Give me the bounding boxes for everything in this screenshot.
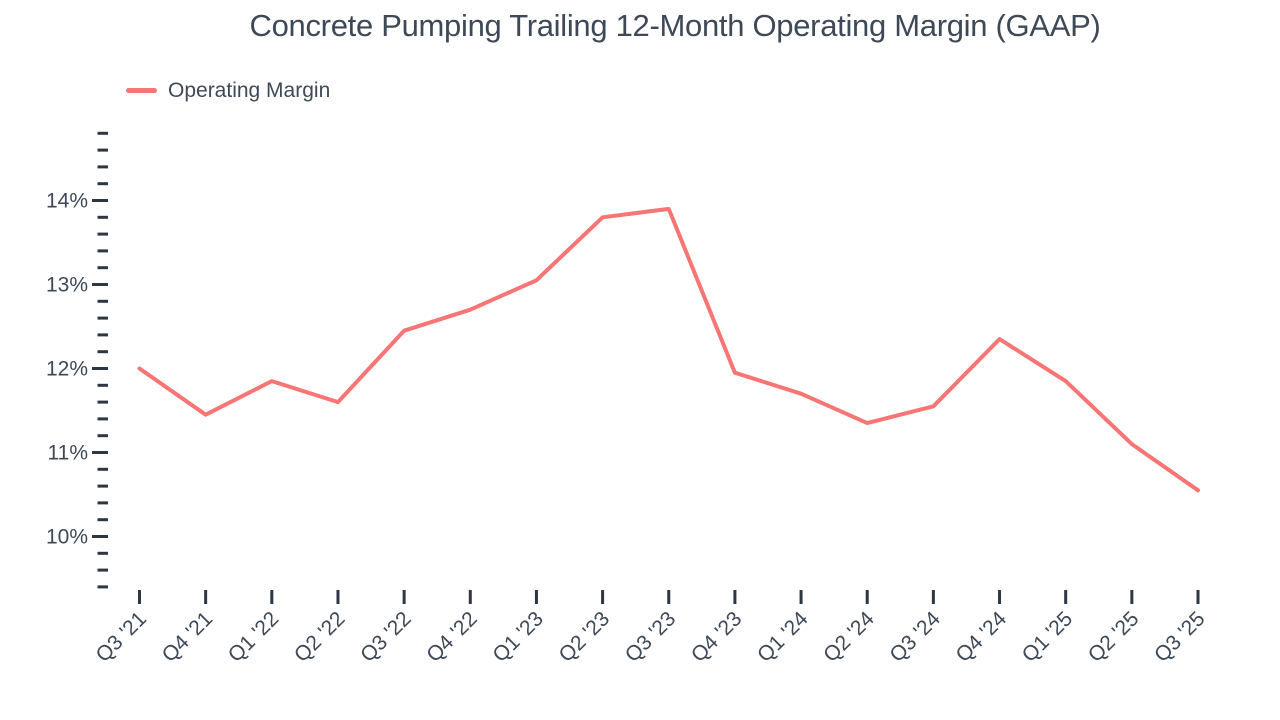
x-axis-tick-label: Q4 '23 <box>687 607 747 667</box>
x-axis-tick-label: Q1 '22 <box>224 607 284 667</box>
y-axis-tick-label: 11% <box>48 442 88 465</box>
chart-title: Concrete Pumping Trailing 12-Month Opera… <box>249 8 1101 43</box>
y-axis-tick-label: 12% <box>46 358 88 381</box>
x-axis-tick-label: Q3 '21 <box>91 607 151 667</box>
x-axis-tick-label: Q2 '25 <box>1084 607 1144 667</box>
x-axis-tick-label: Q2 '22 <box>290 607 350 667</box>
x-axis-tick-label: Q1 '23 <box>488 607 548 667</box>
legend: Operating Margin <box>126 80 330 101</box>
x-axis-tick-label: Q4 '22 <box>422 607 482 667</box>
x-axis-tick-label: Q3 '22 <box>356 607 416 667</box>
x-axis-tick-label: Q3 '25 <box>1150 607 1210 667</box>
y-axis-tick-label: 13% <box>46 274 88 297</box>
x-axis-tick-label: Q4 '21 <box>158 607 218 667</box>
x-axis-tick-label: Q3 '23 <box>621 607 681 667</box>
y-axis-tick-label: 10% <box>46 526 88 549</box>
x-axis-tick-label: Q2 '23 <box>555 607 615 667</box>
x-axis-tick-label: Q1 '25 <box>1018 607 1078 667</box>
x-axis-tick-label: Q3 '24 <box>885 607 945 667</box>
y-axis-tick-label: 14% <box>46 190 88 213</box>
x-axis-tick-label: Q2 '24 <box>819 607 879 667</box>
legend-line-swatch-icon <box>126 88 157 93</box>
x-axis-tick-label: Q4 '24 <box>952 607 1012 667</box>
series-line-operating-margin <box>137 206 1200 493</box>
legend-label: Operating Margin <box>168 79 331 102</box>
x-axis-tick-label: Q1 '24 <box>753 607 813 667</box>
